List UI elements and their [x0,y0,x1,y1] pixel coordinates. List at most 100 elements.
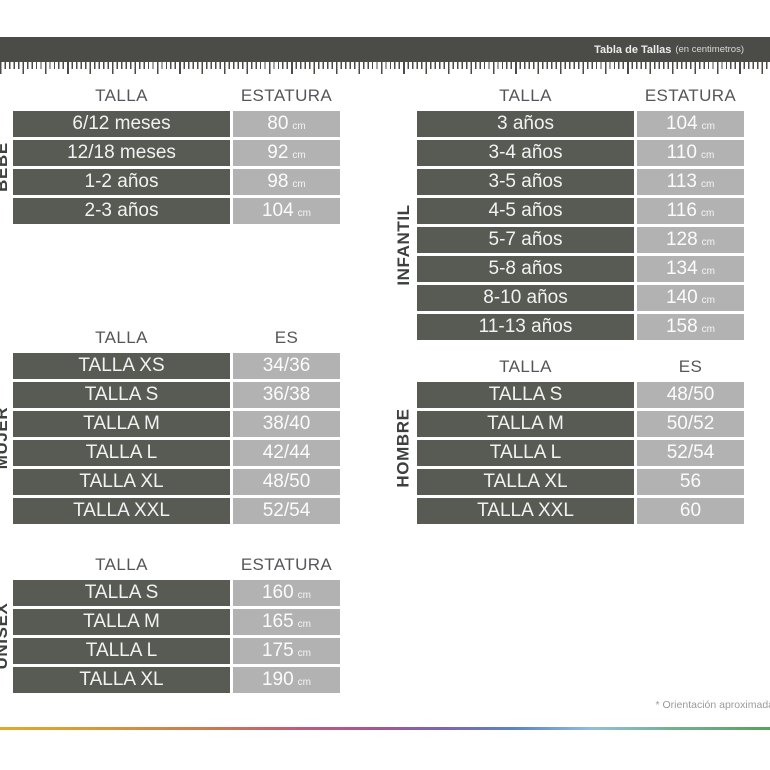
category-label-infantil: INFANTIL [394,204,413,286]
size-name-cell: TALLA XL [13,469,230,495]
value-unit: cm [292,121,306,132]
size-value-cell: 60 [637,498,744,524]
column-header-talla: TALLA [95,555,148,574]
table-row: 6/12 meses 80 cm [13,111,340,137]
table-row: TALLA M 165 cm [13,609,340,635]
size-name-cell: TALLA XL [13,667,230,693]
size-value-cell: 52/54 [637,440,744,466]
table-header-row: TALLA ES [13,327,340,349]
column-header-es: ES [678,357,703,376]
value-unit: cm [292,150,306,161]
size-value-cell: 98 cm [233,169,340,195]
size-value-cell: 80 cm [233,111,340,137]
size-value-cell: 175 cm [233,638,340,664]
size-value-cell: 52/54 [233,498,340,524]
value-number: 50/52 [666,413,715,434]
value-number: 60 [679,500,702,521]
table-row: TALLA L 52/54 [417,440,744,466]
size-table-mujer: TALLA ES TALLA XS 34/36 TALLA S 36/38 TALLA … [13,327,340,527]
value-number: 116 [666,200,697,221]
size-value-cell: 36/38 [233,382,340,408]
table-row: TALLA XXL 52/54 [13,498,340,524]
size-table-bebe: TALLA ESTATURA 6/12 meses 80 cm 12/18 meses… [13,85,340,227]
table-row: TALLA S 160 cm [13,580,340,606]
size-value-cell: 110 cm [637,140,744,166]
table-header-row: TALLA ESTATURA [13,554,340,576]
column-header-es: ES [274,328,299,347]
size-name-cell: 3 años [417,111,634,137]
value-unit: cm [292,179,306,190]
value-number: 42/44 [262,442,311,463]
value-unit: cm [700,208,715,219]
value-unit: cm [701,295,716,306]
category-label-unisex: UNISEX [0,602,11,670]
size-name-cell: 6/12 meses [13,111,230,137]
category-label-hombre: HOMBRE [393,408,413,488]
value-number: 92 [267,142,289,163]
size-name-cell: TALLA L [13,440,230,466]
size-name-cell: 11-13 años [417,314,634,340]
value-number: 52/54 [262,500,311,521]
value-number: 140 [665,287,698,308]
table-row: 5-7 años 128 cm [417,227,744,253]
table-row: 3-5 años 113 cm [417,169,744,195]
value-number: 175 [261,640,294,661]
table-body: TALLA S 160 cm TALLA M 165 cm TALLA L 175 cm TALL… [13,580,340,693]
column-header-estatura: ESTATURA [240,555,333,574]
size-name-cell: 12/18 meses [13,140,230,166]
table-body: 3 años 104 cm 3-4 años 110 cm 3-5 años 113 cm 4-5… [417,111,744,340]
value-unit: cm [701,237,716,248]
table-row: TALLA L 175 cm [13,638,340,664]
size-value-cell: 48/50 [233,469,340,495]
value-unit: cm [700,179,715,190]
size-value-cell: 165 cm [233,609,340,635]
size-name-cell: TALLA S [417,382,634,408]
size-value-cell: 42/44 [233,440,340,466]
value-unit: cm [297,619,312,630]
title-bar-subtitle: (en centimetros) [675,44,744,55]
size-value-cell: 104 cm [637,111,744,137]
size-value-cell: 160 cm [233,580,340,606]
table-row: 11-13 años 158 cm [417,314,744,340]
table-row: TALLA XL 190 cm [13,667,340,693]
table-row: TALLA XS 34/36 [13,353,340,379]
size-value-cell: 158 cm [637,314,744,340]
rainbow-divider [0,727,770,730]
size-name-cell: 5-8 años [417,256,634,282]
table-row: 4-5 años 116 cm [417,198,744,224]
table-header-row: TALLA ES [417,356,744,378]
size-name-cell: 4-5 años [417,198,634,224]
size-value-cell: 50/52 [637,411,744,437]
table-body: 6/12 meses 80 cm 12/18 meses 92 cm 1-2 años 98 c… [13,111,340,224]
size-name-cell: 3-4 años [417,140,634,166]
value-unit: cm [297,677,312,688]
size-name-cell: TALLA M [13,609,230,635]
size-name-cell: 1-2 años [13,169,230,195]
value-number: 36/38 [262,384,311,405]
column-header-talla: TALLA [95,328,148,347]
value-number: 128 [665,229,698,250]
title-bar: Tabla de Tallas (en centimetros) [0,37,770,62]
size-value-cell: 92 cm [233,140,340,166]
size-value-cell: 104 cm [233,198,340,224]
table-body: TALLA XS 34/36 TALLA S 36/38 TALLA M 38/40 TAL… [13,353,340,524]
table-row: 3 años 104 cm [417,111,744,137]
size-value-cell: 48/50 [637,382,744,408]
column-header-estatura: ESTATURA [240,86,333,105]
value-number: 80 [267,113,289,134]
column-header-talla: TALLA [499,86,552,105]
size-name-cell: TALLA XL [417,469,634,495]
value-number: 158 [665,316,698,337]
value-number: 190 [261,669,294,690]
table-row: 5-8 años 134 cm [417,256,744,282]
size-value-cell: 190 cm [233,667,340,693]
size-name-cell: 3-5 años [417,169,634,195]
size-value-cell: 140 cm [637,285,744,311]
size-value-cell: 38/40 [233,411,340,437]
value-number: 48/50 [262,471,311,492]
value-unit: cm [701,121,716,132]
size-name-cell: TALLA XS [13,353,230,379]
value-number: 160 [261,582,294,603]
approximation-footnote: * Orientación aproximada [655,699,770,711]
table-row: TALLA S 48/50 [417,382,744,408]
